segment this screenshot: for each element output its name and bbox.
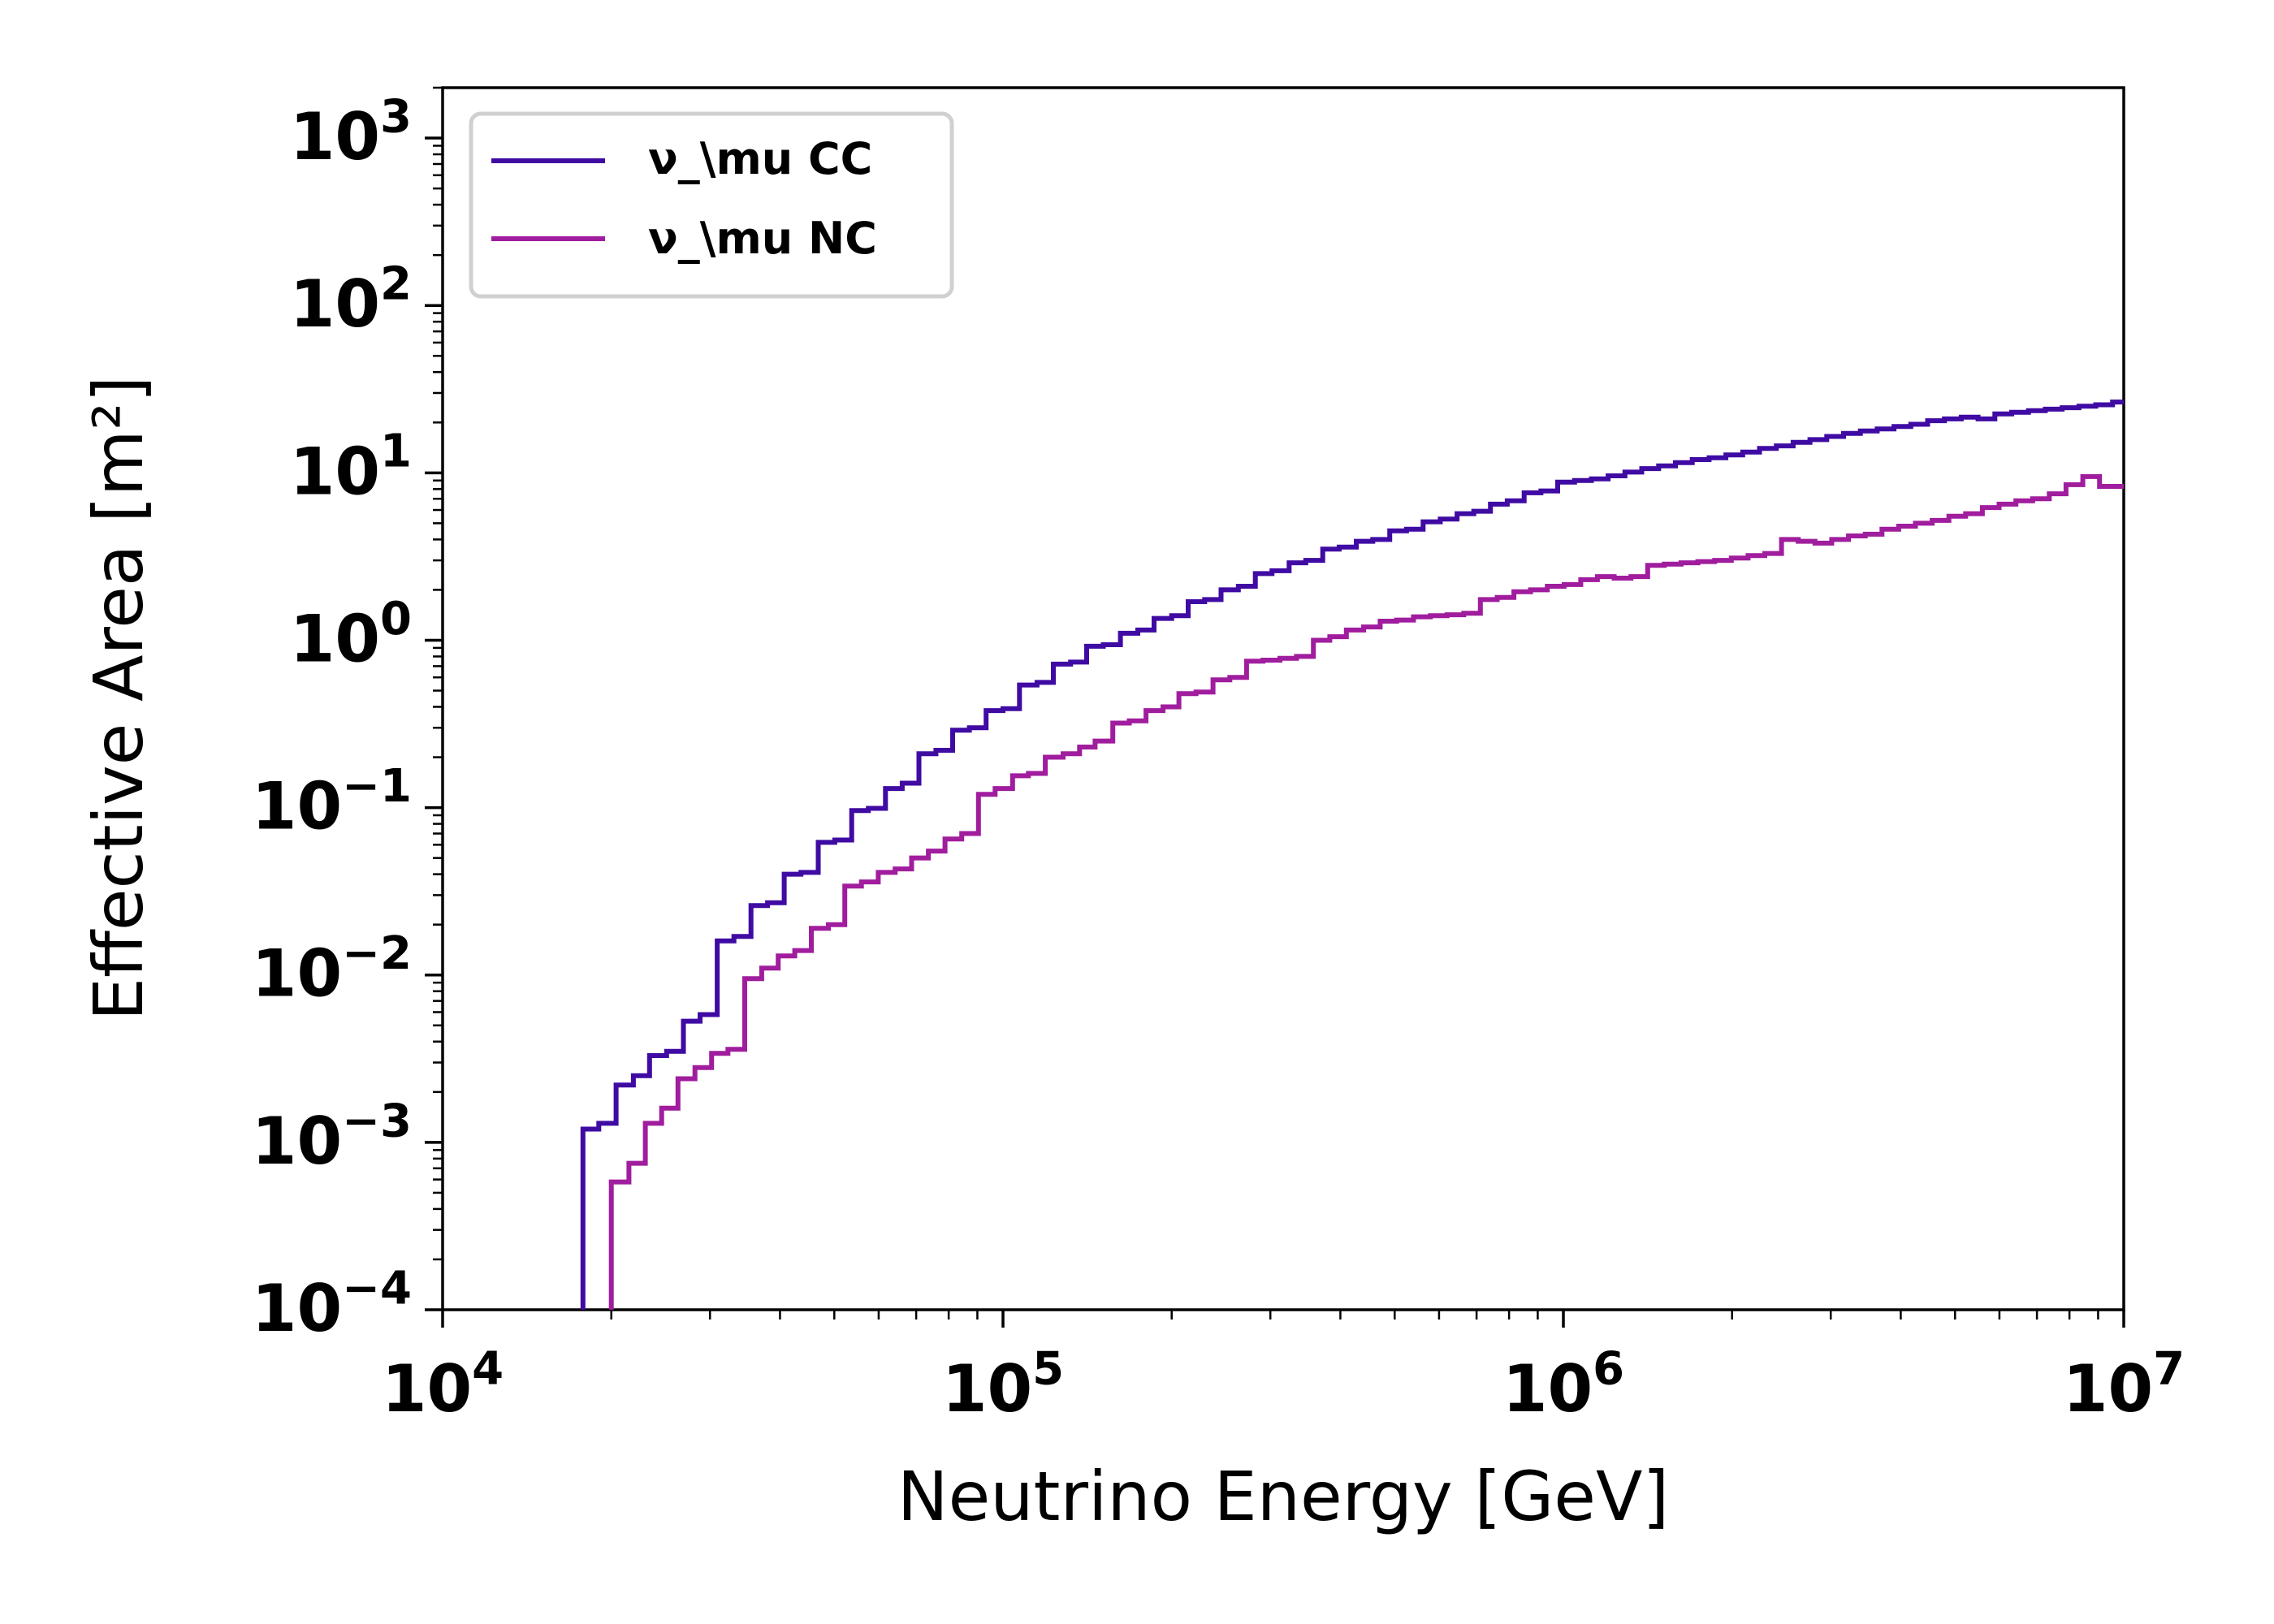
y-tick-label: 102 [290,258,412,343]
tick-label-base: 10 [1502,1351,1593,1427]
tick-label-exponent: 0 [380,593,412,646]
tick-label-exponent: 3 [380,90,412,143]
tick-label-base: 10 [252,1104,342,1179]
series-line-cc [580,400,2124,1310]
y-tick-label: 10−3 [252,1095,412,1179]
tick-label-base: 10 [290,434,380,509]
y-axis-ticks [425,86,443,1311]
y-tick-label: 101 [290,425,412,510]
tick-label-base: 10 [290,266,380,342]
tick-label-exponent: −1 [342,760,412,813]
tick-label-exponent: 1 [380,425,412,478]
tick-label-base: 10 [290,99,380,175]
y-tick-label: 10−4 [252,1262,412,1346]
tick-label-exponent: 7 [2153,1342,2185,1395]
tick-label-base: 10 [942,1351,1032,1427]
legend-label-cc: ν_\mu CC [648,133,872,184]
y-tick-label: 10−2 [252,927,412,1012]
tick-label-base: 10 [252,936,342,1012]
y-tick-label: 103 [290,90,412,175]
x-tick-label: 105 [942,1342,1064,1427]
tick-label-exponent: −2 [342,927,412,980]
legend: ν_\mu CC ν_\mu NC [469,111,954,299]
y-tick-label: 100 [290,593,412,677]
tick-label-base: 10 [382,1351,472,1427]
tick-label-base: 10 [2063,1351,2153,1427]
legend-label-nc: ν_\mu NC [648,213,877,264]
x-axis-ticks [441,1310,2125,1328]
y-tick-label: 10−1 [252,760,412,844]
tick-label-base: 10 [252,769,342,844]
y-axis-title: Effective Area [m²] [79,376,158,1021]
series-layer [580,400,2124,1310]
x-tick-label: 107 [2063,1342,2185,1427]
tick-label-exponent: −3 [342,1095,412,1147]
x-tick-label: 104 [382,1342,504,1427]
tick-label-exponent: −4 [342,1262,412,1315]
tick-label-exponent: 6 [1593,1342,1624,1395]
tick-label-exponent: 2 [380,258,412,311]
tick-label-base: 10 [252,1271,342,1346]
x-axis-tick-labels: 104 105 106 107 [382,1342,2185,1427]
x-axis-title: Neutrino Energy [GeV] [897,1457,1669,1536]
x-tick-label: 106 [1502,1342,1624,1427]
tick-label-base: 10 [290,601,380,676]
series-line-nc [608,473,2124,1310]
tick-label-exponent: 5 [1032,1342,1064,1395]
tick-label-exponent: 4 [472,1342,504,1395]
